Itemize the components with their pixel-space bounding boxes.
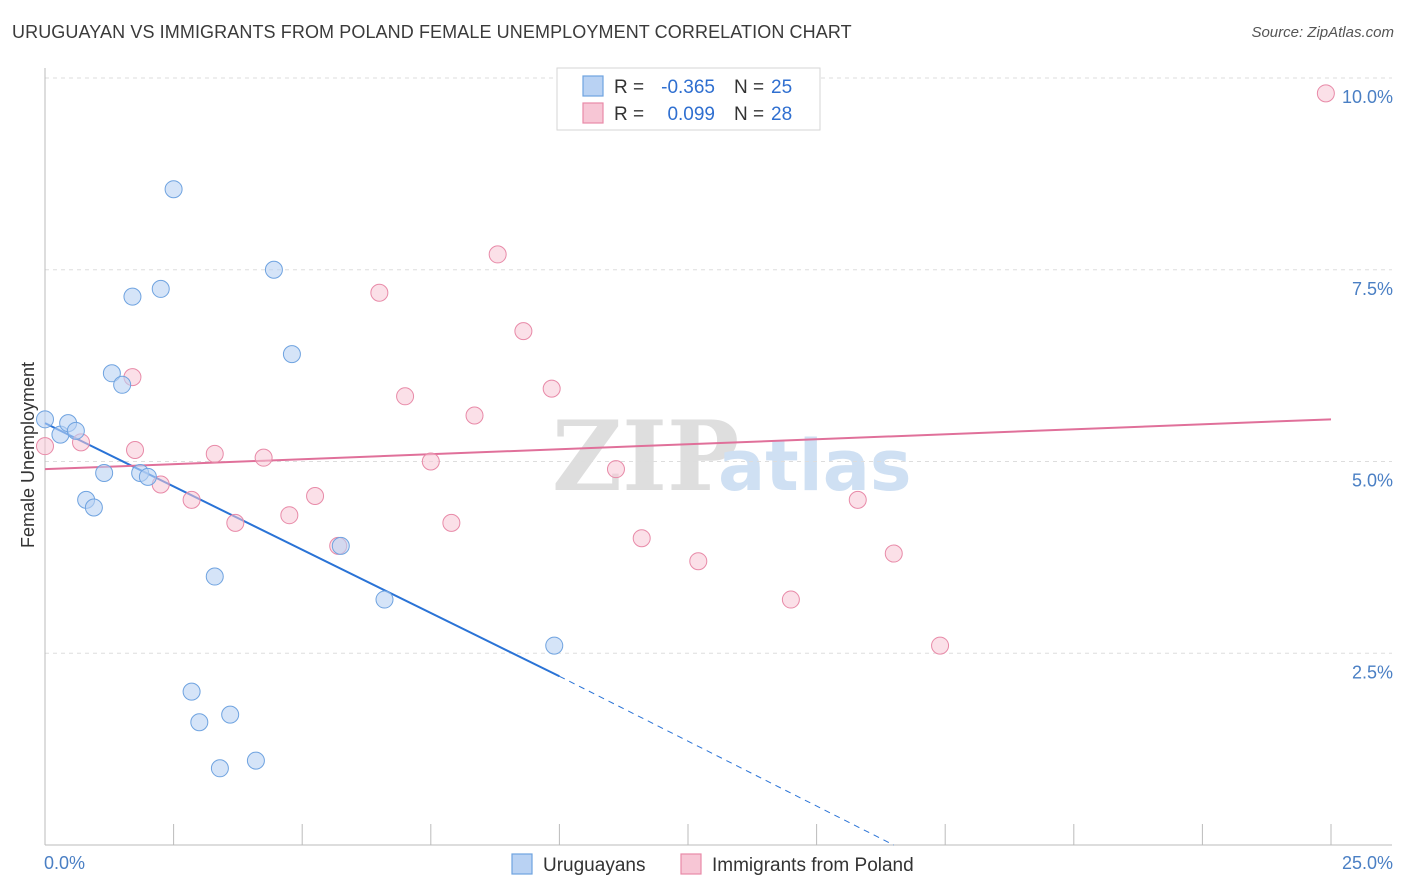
point-poland: [632, 529, 651, 548]
axes: [44, 68, 1392, 846]
point-uruguayans: [246, 751, 265, 770]
point-poland: [689, 552, 708, 571]
legend-swatch-poland: [582, 102, 604, 124]
point-poland: [182, 490, 201, 509]
x-tick-label-end: 25.0%: [1342, 853, 1393, 873]
gridlines: [45, 77, 1392, 654]
point-poland: [280, 506, 299, 525]
chart-title: URUGUAYAN VS IMMIGRANTS FROM POLAND FEMA…: [12, 22, 852, 42]
point-poland: [442, 513, 461, 532]
point-uruguayans: [264, 260, 283, 279]
bottom-legend-uruguayans: Uruguayans: [543, 855, 645, 876]
point-poland: [306, 487, 325, 506]
point-poland: [396, 387, 415, 406]
y-tick-label: 5.0%: [1352, 471, 1393, 491]
point-poland: [884, 544, 903, 563]
legend-n-label-1: N =: [734, 77, 764, 98]
point-uruguayans: [375, 590, 394, 609]
y-tick-label: 2.5%: [1352, 662, 1393, 682]
legend-swatch-uruguayans: [582, 75, 604, 97]
point-poland: [36, 437, 54, 456]
y-axis-label: Female Unemployment: [18, 362, 38, 548]
point-poland: [226, 513, 245, 532]
point-uruguayans: [151, 279, 170, 298]
y-tick-label: 7.5%: [1352, 279, 1393, 299]
trend-line-uruguayans-extension: [559, 675, 894, 846]
point-uruguayans: [331, 536, 350, 555]
point-uruguayans: [164, 180, 183, 199]
point-uruguayans: [210, 759, 229, 778]
point-poland: [488, 245, 507, 264]
point-uruguayans: [282, 345, 301, 364]
point-poland: [514, 322, 533, 341]
bottom-swatch-uruguayans: [511, 853, 533, 875]
point-poland: [126, 440, 145, 459]
point-uruguayans: [95, 464, 114, 483]
point-uruguayans: [545, 636, 564, 655]
legend-n-value-1: 25: [771, 77, 792, 98]
point-uruguayans: [182, 682, 201, 701]
point-poland: [1316, 84, 1335, 103]
point-uruguayans: [113, 375, 132, 394]
legend-r-value-2: 0.099: [667, 104, 715, 125]
point-uruguayans: [221, 705, 240, 724]
point-poland: [254, 448, 273, 467]
point-uruguayans: [138, 467, 157, 486]
point-poland: [931, 636, 950, 655]
bottom-swatch-poland: [680, 853, 702, 875]
point-uruguayans: [66, 421, 85, 440]
legend-r-value-1: -0.365: [661, 77, 715, 98]
point-uruguayans: [36, 410, 54, 429]
point-uruguayans: [205, 567, 224, 586]
watermark-zip: ZIP: [552, 400, 739, 513]
point-uruguayans: [123, 287, 142, 306]
series-legend: Uruguayans Immigrants from Poland: [511, 853, 914, 876]
bottom-legend-poland: Immigrants from Poland: [712, 855, 914, 876]
point-poland: [606, 460, 625, 479]
point-poland: [465, 406, 484, 425]
source-label: Source: ZipAtlas.com: [1251, 24, 1394, 41]
point-uruguayans: [84, 498, 103, 517]
legend-r-label-1: R =: [614, 77, 644, 98]
point-uruguayans: [190, 713, 209, 732]
legend-n-label-2: N =: [734, 104, 764, 125]
point-poland: [421, 452, 440, 471]
data-points: [36, 84, 1335, 778]
x-tick-label-start: 0.0%: [44, 853, 85, 873]
point-poland: [781, 590, 800, 609]
correlation-legend: R = -0.365 N = 25 R = 0.099 N = 28: [556, 67, 821, 131]
point-poland: [848, 490, 867, 509]
point-poland: [542, 379, 561, 398]
y-tick-label: 10.0%: [1342, 87, 1393, 107]
tick-labels: 2.5% 5.0% 7.5% 10.0% 0.0% 25.0%: [44, 87, 1393, 873]
point-uruguayans: [102, 364, 121, 383]
legend-n-value-2: 28: [771, 104, 792, 125]
point-poland: [205, 444, 224, 463]
legend-r-label-2: R =: [614, 104, 644, 125]
point-poland: [370, 283, 389, 302]
